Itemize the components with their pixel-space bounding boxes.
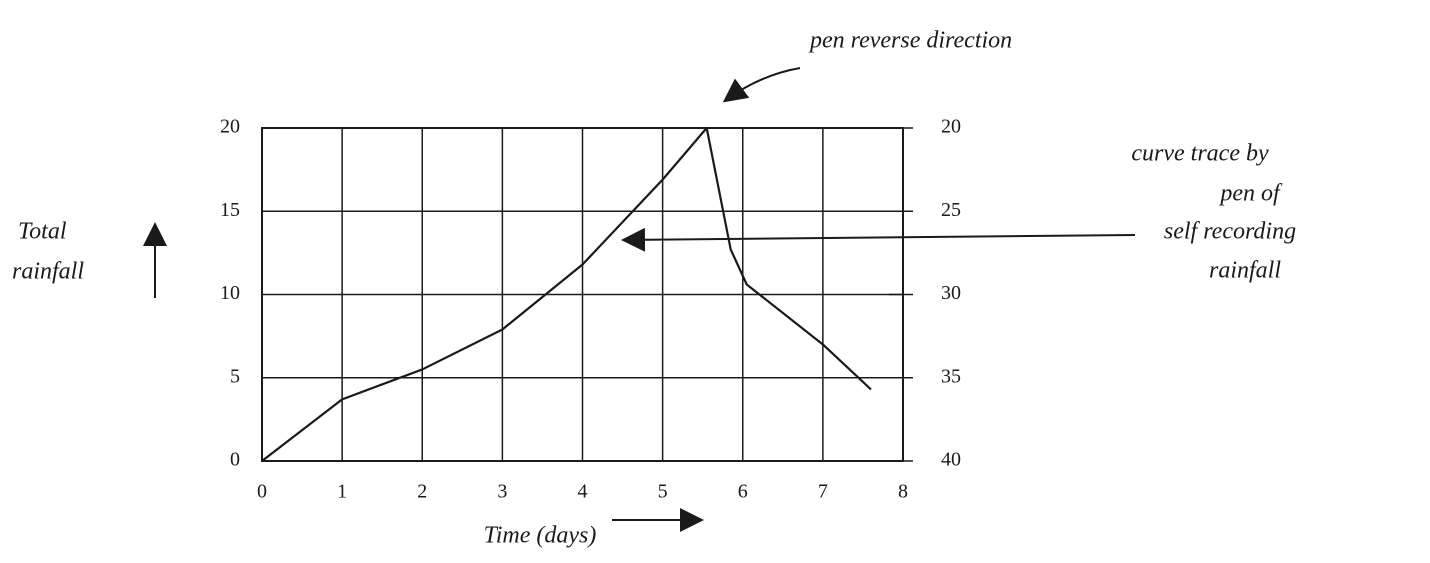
x-tick-label: 1	[337, 481, 347, 503]
annotation-arrow	[621, 227, 1136, 252]
y-tick-label: 10	[220, 282, 240, 304]
x-tick-label: 0	[257, 481, 267, 503]
y-tick-label: 15	[220, 199, 240, 221]
y-axis-label: Total	[18, 219, 67, 245]
rainfall-curve	[261, 126, 872, 462]
y-tick-label: 5	[230, 365, 240, 387]
y2-tick-label: 30	[941, 282, 961, 304]
annotation: pen reverse direction	[808, 28, 1012, 54]
annotation: rainfall	[1209, 258, 1281, 284]
annotation: curve trace by	[1131, 141, 1269, 167]
y-tick-label: 0	[230, 449, 240, 471]
x-axis-label: Time (days)	[484, 523, 597, 549]
y-axis-label: rainfall	[12, 259, 84, 285]
y2-tick-label: 40	[941, 449, 961, 471]
y2-tick-label: 35	[941, 365, 961, 387]
x-tick-label: 7	[818, 481, 828, 503]
y2-tick-label: 20	[941, 116, 961, 138]
x-tick-label: 5	[658, 481, 668, 503]
x-tick-label: 8	[898, 481, 908, 503]
annotation-arrow	[722, 67, 801, 103]
annotation: pen of	[1218, 181, 1283, 207]
y-tick-label: 20	[220, 116, 240, 138]
x-tick-label: 3	[497, 481, 507, 503]
annotation: self recording	[1164, 219, 1296, 245]
x-tick-label: 4	[578, 481, 588, 503]
x-tick-label: 2	[417, 481, 427, 503]
x-tick-label: 6	[738, 481, 748, 503]
y2-tick-label: 25	[941, 199, 961, 221]
